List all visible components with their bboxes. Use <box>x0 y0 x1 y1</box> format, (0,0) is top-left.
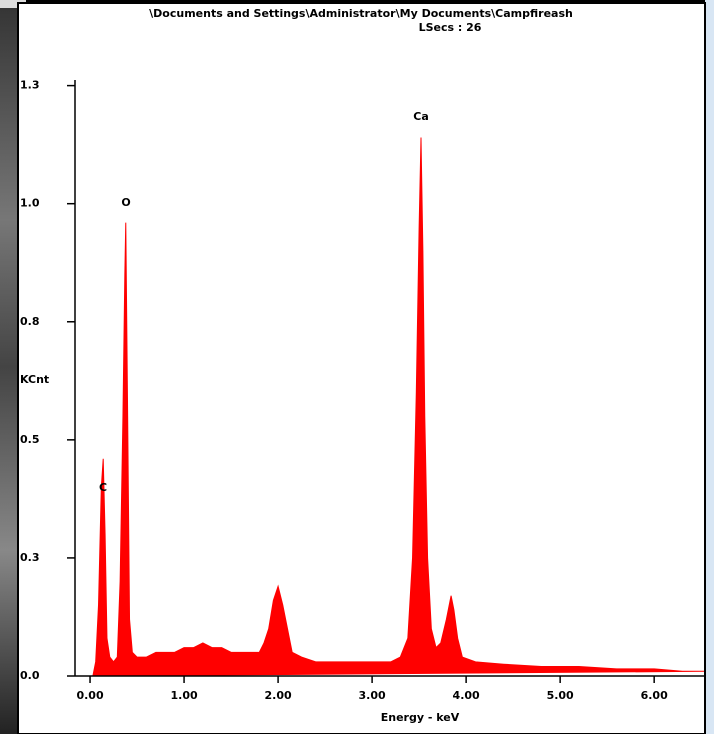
x-tick-label: 2.00 <box>265 689 292 702</box>
y-tick-label: 1.0 <box>20 197 40 210</box>
x-tick-label: 0.00 <box>76 689 103 702</box>
background-image <box>0 0 18 734</box>
x-tick-label: 4.00 <box>453 689 480 702</box>
y-tick-label: 1.3 <box>20 79 40 92</box>
y-tick-label: 0.3 <box>20 551 40 564</box>
side-strip <box>705 0 714 734</box>
chart-subtitle: LSecs : 26 <box>419 21 482 34</box>
y-tick-label: 0.0 <box>20 669 40 682</box>
peak-label: C <box>99 481 107 494</box>
spectrum <box>92 137 705 677</box>
background-box <box>0 0 26 8</box>
peak-label: Ca <box>413 110 429 123</box>
y-axis-label: KCnt <box>20 373 49 386</box>
chart-panel <box>17 2 706 734</box>
peak-label: O <box>121 196 130 209</box>
x-tick-label: 1.00 <box>170 689 197 702</box>
x-tick-label: 5.00 <box>547 689 574 702</box>
y-tick-label: 0.5 <box>20 433 40 446</box>
x-tick-label: 6.00 <box>641 689 668 702</box>
y-tick-label: 0.8 <box>20 315 40 328</box>
x-tick-label: 3.00 <box>359 689 386 702</box>
chart-title: \Documents and Settings\Administrator\My… <box>149 7 573 20</box>
x-axis-label: Energy - keV <box>381 711 460 724</box>
